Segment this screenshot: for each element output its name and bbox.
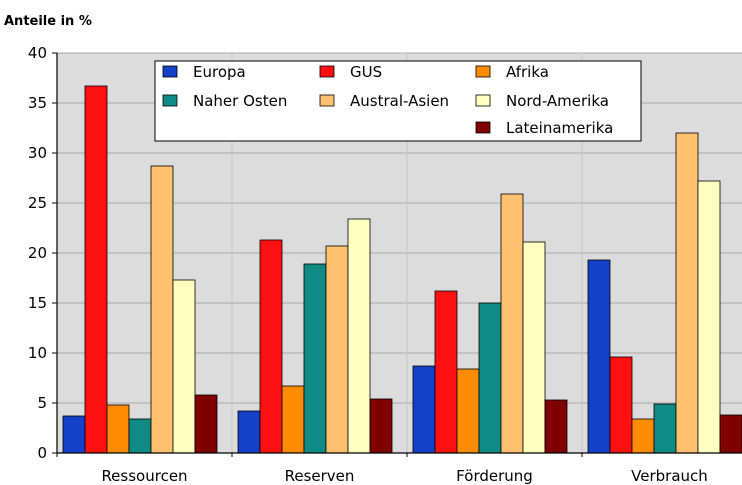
bar	[675, 132, 699, 454]
x-category-label: Verbrauch	[631, 467, 708, 485]
bar	[697, 180, 721, 454]
bar	[347, 218, 371, 454]
legend-box	[154, 60, 642, 142]
bar	[544, 399, 568, 454]
y-tick-label: 40	[28, 44, 47, 62]
bar	[237, 410, 261, 454]
bar	[106, 404, 130, 454]
bar	[325, 245, 349, 454]
bar	[609, 356, 633, 454]
bar	[522, 241, 546, 454]
bar	[587, 259, 611, 454]
legend-label: Naher Osten	[193, 92, 287, 110]
x-category-label: Förderung	[456, 467, 533, 485]
legend-swatch	[319, 94, 335, 107]
axes: 0 5 10 15 20 25 30 35 40 Ressourcen Reserven Förder…	[28, 44, 742, 485]
bar	[369, 398, 393, 454]
bar	[128, 418, 152, 454]
x-category-label: Ressourcen	[101, 467, 187, 485]
legend-swatch	[475, 65, 491, 78]
y-tick-label: 20	[28, 244, 47, 262]
bar	[281, 385, 305, 454]
y-tick-label: 30	[28, 144, 47, 162]
bar	[412, 365, 436, 454]
y-tick-label: 25	[28, 194, 47, 212]
y-tick-label: 15	[28, 294, 47, 312]
x-category-label: Reserven	[285, 467, 355, 485]
legend-swatch	[162, 94, 178, 107]
y-tick-label: 35	[28, 94, 47, 112]
legend-swatch	[475, 121, 491, 134]
legend-swatch	[319, 65, 335, 78]
legend-swatch	[162, 65, 178, 78]
bar	[172, 279, 196, 454]
bar	[478, 302, 502, 454]
bar	[150, 165, 174, 454]
bar	[631, 418, 655, 454]
y-tick-label: 0	[37, 444, 47, 462]
bar	[84, 85, 108, 454]
legend-label: Europa	[193, 63, 246, 81]
legend-label: Afrika	[506, 63, 549, 81]
bar	[500, 193, 524, 454]
legend-label: Nord-Amerika	[506, 92, 609, 110]
y-tick-label: 5	[37, 394, 47, 412]
y-tick-label: 10	[28, 344, 47, 362]
bar	[194, 394, 218, 454]
legend-swatch	[475, 94, 491, 107]
legend: Europa GUS Afrika Naher Osten Austral-Asien N…	[154, 60, 642, 142]
bar	[259, 239, 283, 454]
bar	[653, 403, 677, 454]
bar	[456, 368, 480, 454]
legend-label: Austral-Asien	[350, 92, 449, 110]
bar	[62, 415, 86, 454]
legend-label: GUS	[350, 63, 382, 81]
bars	[62, 85, 742, 454]
legend-label: Lateinamerika	[506, 119, 613, 137]
bar	[434, 290, 458, 454]
chart-title: Anteile in %	[4, 14, 92, 29]
bar	[303, 263, 327, 454]
bar	[719, 414, 742, 454]
